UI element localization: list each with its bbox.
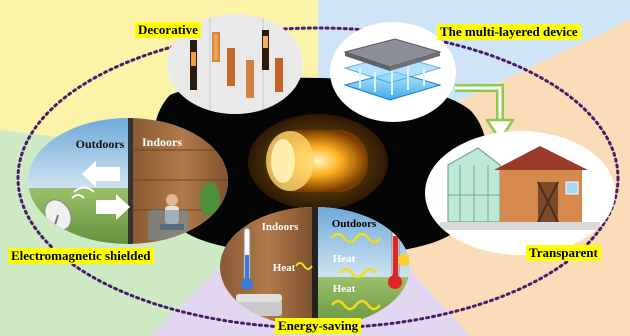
- multilayer-device-panel: [330, 22, 456, 122]
- energy-heat-outdoor-2-text: Heat: [333, 283, 356, 295]
- em-indoors-text: Indoors: [142, 135, 182, 149]
- em-outdoors-text: Outdoors: [76, 137, 125, 151]
- label-transparent: Transparent: [526, 245, 601, 261]
- energy-indoors-text: Indoors: [262, 221, 299, 233]
- energy-heat-outdoor-1-text: Heat: [333, 253, 356, 265]
- label-multilayer-device: The multi-layered device: [437, 24, 581, 40]
- green-arrow: [455, 84, 515, 142]
- em-shielded-panel: [28, 118, 228, 244]
- label-decorative: Decorative: [135, 22, 201, 38]
- glowing-cylinder: [248, 114, 388, 210]
- transparent-panel: [425, 131, 615, 255]
- energy-outdoors-text: Outdoors: [332, 218, 377, 230]
- energy-heat-indoor-text: Heat: [273, 262, 296, 274]
- label-energy-saving: Energy-saving: [275, 318, 362, 334]
- label-em-shielded: Electromagnetic shielded: [8, 248, 154, 264]
